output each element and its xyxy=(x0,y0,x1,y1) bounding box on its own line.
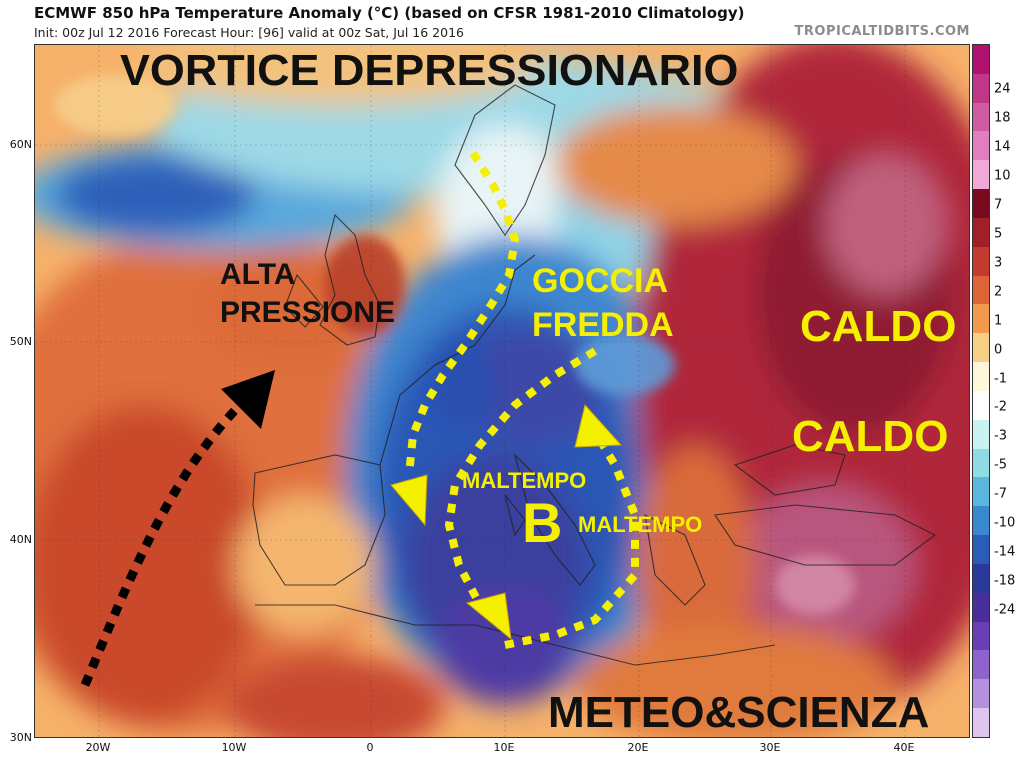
goccia-label-line1: GOCCIA xyxy=(532,262,668,300)
colorbar-tick-label: 7 xyxy=(994,197,1003,213)
colorbar-segment xyxy=(973,477,989,507)
colorbar-tick-label: 2 xyxy=(994,284,1003,300)
coastlines xyxy=(252,84,937,666)
colorbar-segment xyxy=(973,679,989,709)
colorbar-segment xyxy=(973,563,989,593)
colorbar xyxy=(972,44,990,738)
lon-label: 40E xyxy=(893,741,915,754)
lon-label: 0 xyxy=(366,741,374,754)
lon-label: 20W xyxy=(85,741,111,754)
colorbar-tick-label: -1 xyxy=(994,371,1007,387)
map-subtitle: Init: 00z Jul 12 2016 Forecast Hour: [96… xyxy=(34,25,464,40)
lat-label: 40N xyxy=(9,533,32,546)
colorbar-segment xyxy=(973,650,989,680)
anomaly-details xyxy=(55,75,855,615)
colorbar-segment xyxy=(973,708,989,737)
colorbar-segment xyxy=(973,246,989,276)
colorbar-segment xyxy=(973,217,989,247)
colorbar-segment xyxy=(973,131,989,161)
yellow-arrowhead-3 xyxy=(574,403,623,448)
colorbar-segment xyxy=(973,333,989,363)
colorbar-tick-label: 10 xyxy=(994,168,1011,184)
colorbar-tick-label: 24 xyxy=(994,81,1011,97)
colorbar-tick-label: -2 xyxy=(994,399,1007,415)
lon-label: 30E xyxy=(759,741,781,754)
yellow-arrowhead-2 xyxy=(465,592,512,641)
colorbar-tick-label: 5 xyxy=(994,226,1003,242)
low-pressure-symbol: B xyxy=(522,491,563,554)
caldo-label-1: CALDO xyxy=(800,302,957,351)
header: ECMWF 850 hPa Temperature Anomaly (°C) (… xyxy=(0,0,1024,44)
alta-label-line2: PRESSIONE xyxy=(220,296,396,329)
colorbar-tick-label: -3 xyxy=(994,428,1007,444)
site-credit: TROPICALTIDBITS.COM xyxy=(794,24,970,39)
alta-label-line1: ALTA xyxy=(220,258,296,291)
colorbar-tick-label: -7 xyxy=(994,486,1007,502)
colorbar-segment xyxy=(973,535,989,564)
colorbar-segment xyxy=(973,448,989,478)
colorbar-tick-label: -14 xyxy=(994,544,1016,560)
colorbar-segment xyxy=(973,189,989,218)
lat-label: 30N xyxy=(9,731,32,744)
yellow-arrow-lines xyxy=(405,150,639,649)
colorbar-segment xyxy=(973,160,989,190)
colorbar-segment xyxy=(973,362,989,391)
colorbar-segment xyxy=(973,73,989,103)
colorbar-tick-label: 18 xyxy=(994,110,1011,126)
colorbar-segment xyxy=(973,390,989,420)
colorbar-tick-label: -10 xyxy=(994,515,1016,531)
lon-label: 10W xyxy=(221,741,247,754)
goccia-label-line2: FREDDA xyxy=(532,306,674,344)
colorbar-tick-label: 0 xyxy=(994,342,1003,358)
colorbar-segment xyxy=(973,275,989,305)
lat-label: 50N xyxy=(9,335,32,348)
graticule xyxy=(35,45,969,737)
colorbar-segment xyxy=(973,621,989,651)
black-arrow-line xyxy=(80,386,259,687)
colorbar-tick-label: 3 xyxy=(994,255,1003,271)
maltempo-label-1: MALTEMPO xyxy=(462,468,587,493)
lat-label: 60N xyxy=(9,138,32,151)
colorbar-tick-label: -5 xyxy=(994,457,1007,473)
colorbar-tick-label: 1 xyxy=(994,313,1003,329)
colorbar-tick-label: -18 xyxy=(994,573,1016,589)
black-arrowhead xyxy=(221,370,275,429)
colorbar-tick-label: -24 xyxy=(994,602,1016,618)
maltempo-label-2: MALTEMPO xyxy=(578,512,703,537)
colorbar-segment xyxy=(973,506,989,536)
anomaly-map xyxy=(34,44,970,738)
colorbar-segment xyxy=(973,45,989,74)
map-title: ECMWF 850 hPa Temperature Anomaly (°C) (… xyxy=(34,4,745,22)
colorbar-segment xyxy=(973,102,989,132)
colorbar-tick-label: 14 xyxy=(994,139,1011,155)
colorbar-segment xyxy=(973,592,989,622)
caldo-label-2: CALDO xyxy=(792,412,949,461)
lon-label: 10E xyxy=(493,741,515,754)
lon-label: 20E xyxy=(627,741,649,754)
anomaly-blobs xyxy=(35,45,969,737)
meteoscienza-watermark: METEO&SCIENZA xyxy=(548,688,930,737)
colorbar-segment xyxy=(973,304,989,334)
yellow-arrowhead-1 xyxy=(390,474,428,527)
map-fields xyxy=(35,45,969,737)
colorbar-segment xyxy=(973,419,989,449)
vortice-label: VORTICE DEPRESSIONARIO xyxy=(120,46,739,95)
